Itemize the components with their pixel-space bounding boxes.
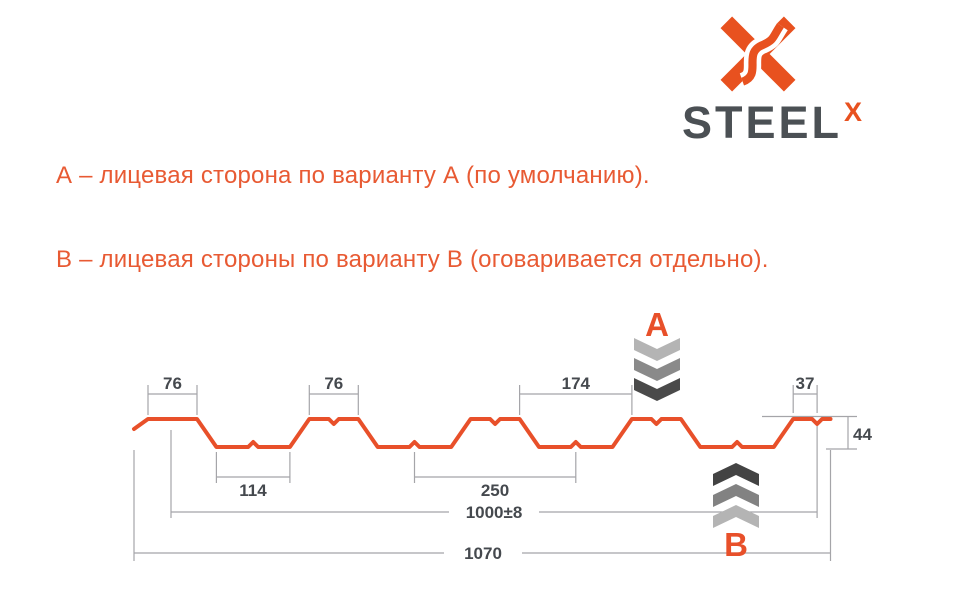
- brand-name: STEEL: [682, 97, 843, 148]
- marker-b-label: В: [724, 526, 748, 563]
- dim-cover-width-lines: [170, 426, 818, 518]
- variant-a-marker: А: [634, 306, 680, 401]
- variant-b-marker: В: [713, 463, 759, 563]
- dim-overall-width-lines: [133, 450, 832, 561]
- variant-b-note: В – лицевая стороны по варианту В (огова…: [56, 246, 769, 273]
- chevron-up-icon: [713, 463, 759, 486]
- dim-flange-mid-label: 76: [324, 374, 343, 393]
- dim-valley-width-label: 114: [239, 481, 267, 500]
- chevron-up-icon: [713, 505, 759, 528]
- dim-flange-mid-lines: [308, 385, 359, 415]
- dim-edge-lap-lines: [792, 385, 818, 413]
- dim-crest-spacing-lines: [519, 385, 633, 415]
- dim-valley-width-lines: [215, 452, 291, 483]
- profile-outline: [132, 417, 833, 449]
- dim-cover-width-label: 1000±8: [466, 503, 523, 522]
- dim-overall-width-label: 1070: [464, 544, 502, 563]
- variant-a-note: А – лицевая сторона по варианту А (по ум…: [56, 162, 650, 189]
- dim-flange-left-lines: [147, 385, 198, 415]
- steelx-logo: STEELX: [660, 0, 920, 160]
- steelx-logo-icon: [720, 16, 796, 92]
- chevron-down-icon: [634, 338, 680, 361]
- chevron-up-icon: [713, 484, 759, 507]
- brand-sup-x: X: [844, 97, 863, 127]
- brand-wordmark: STEELX: [682, 97, 912, 148]
- dim-rib-pitch-lines: [413, 452, 577, 483]
- dim-crest-spacing-label: 174: [562, 374, 591, 393]
- dim-edge-lap-label: 37: [796, 374, 815, 393]
- logo-s-stroke: [740, 23, 784, 86]
- chevron-down-icon: [634, 378, 680, 401]
- dim-flange-left-label: 76: [163, 374, 182, 393]
- marker-a-label: А: [645, 306, 669, 343]
- chevron-down-icon: [634, 358, 680, 381]
- dim-height-lines: [762, 415, 857, 450]
- dim-height-label: 44: [853, 425, 872, 444]
- dim-rib-pitch-label: 250: [481, 481, 509, 500]
- dimension-lines: [133, 385, 857, 561]
